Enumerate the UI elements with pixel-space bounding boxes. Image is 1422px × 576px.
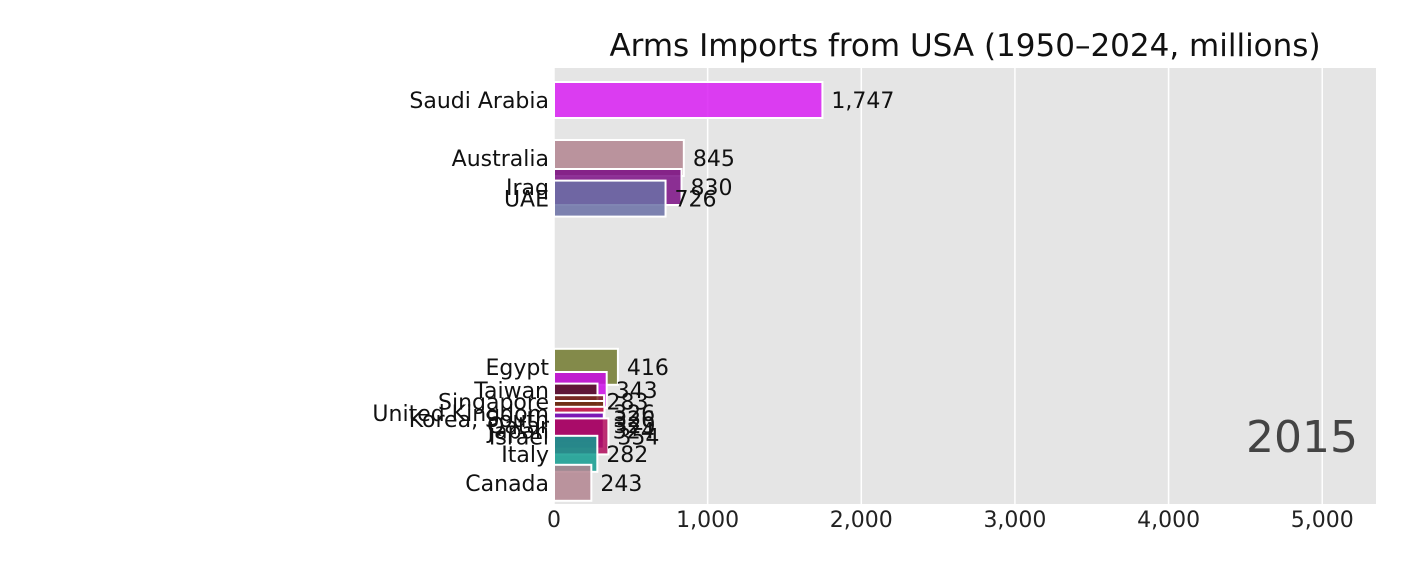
value-label: 845 <box>693 147 735 172</box>
value-label: 283 <box>606 391 648 416</box>
value-label: 324 <box>613 420 655 445</box>
value-label: 354 <box>617 425 659 450</box>
value-label: 343 <box>616 379 658 404</box>
category-label: Iraq <box>506 176 549 201</box>
category-label: Japan <box>486 420 549 445</box>
plot-background <box>554 68 1376 504</box>
x-tick-label: 2,000 <box>830 508 893 533</box>
category-label: Saudi Arabia <box>409 89 549 114</box>
category-label: Singapore <box>438 391 549 416</box>
value-label: 329 <box>614 414 656 439</box>
year-label: 2015 <box>1246 412 1358 463</box>
x-tick-label: 5,000 <box>1291 508 1354 533</box>
value-label: 326 <box>613 402 655 427</box>
value-label: 282 <box>606 443 648 468</box>
bar <box>553 463 593 502</box>
value-label: 243 <box>600 472 642 497</box>
category-label: Israel <box>489 425 549 450</box>
category-label: Qatar <box>487 414 550 439</box>
value-label: 1,747 <box>831 89 894 114</box>
value-label: 416 <box>627 356 669 381</box>
bars <box>553 81 824 502</box>
category-label: Taiwan <box>473 379 549 404</box>
x-tick-label: 4,000 <box>1137 508 1200 533</box>
chart-title: Arms Imports from USA (1950–2024, millio… <box>609 28 1320 64</box>
category-label: Canada <box>465 472 549 497</box>
category-label: UAE <box>504 188 549 213</box>
x-tick-label: 3,000 <box>983 508 1046 533</box>
value-label: 726 <box>675 188 717 213</box>
category-label: Egypt <box>486 356 550 381</box>
category-label: United Kingdom <box>372 402 549 427</box>
category-label: Italy <box>501 443 549 468</box>
value-label: 326 <box>613 408 655 433</box>
bar <box>553 81 824 119</box>
value-label: 830 <box>691 176 733 201</box>
bar <box>553 179 667 218</box>
x-tick-label: 0 <box>547 508 561 533</box>
x-tick-label: 1,000 <box>676 508 739 533</box>
category-label: Korea, South <box>409 408 549 433</box>
category-label: Australia <box>452 147 549 172</box>
x-tick-labels: 0 1,000 2,000 3,000 4,000 5,000 <box>547 508 1354 533</box>
